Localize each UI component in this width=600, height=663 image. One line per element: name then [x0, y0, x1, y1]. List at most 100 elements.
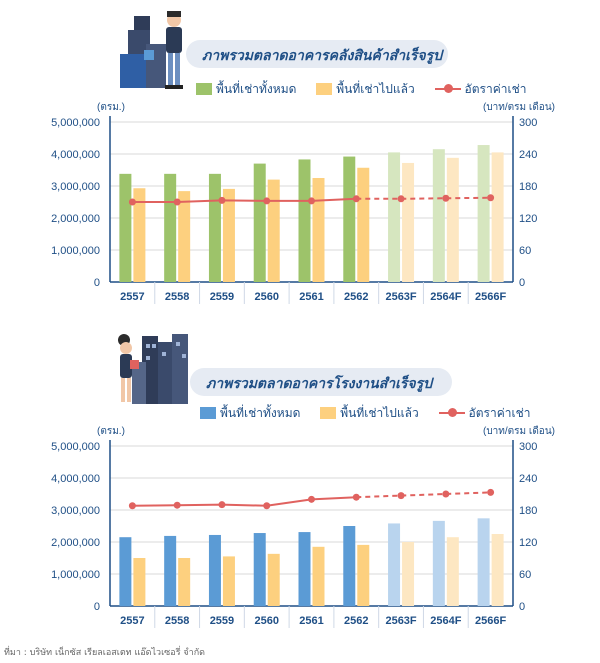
y2-tick-label: 240: [519, 149, 537, 161]
chart2-legend-rate-label: อัตราค่าเช่า: [468, 406, 531, 420]
bar-total-area: [208, 173, 221, 282]
rate-point: [218, 196, 226, 204]
rate-line-actual: [132, 197, 357, 203]
bar-total-area: [477, 145, 490, 282]
bar-leased-area: [402, 542, 415, 606]
bar-leased-area: [222, 556, 235, 606]
chart1-legend-rate: อัตราค่าเช่า: [434, 82, 526, 96]
chart1-legend-leased-label: พื้นที่เช่าไปแล้ว: [336, 82, 415, 96]
bar-total-area: [253, 533, 266, 606]
x-tick-label: 2557: [120, 291, 144, 303]
y2-tick-label: 120: [519, 537, 537, 549]
bar-leased-area: [178, 558, 191, 606]
chart1-legend: พื้นที่เช่าทั้งหมด พื้นที่เช่าไปแล้ว อัต…: [196, 80, 542, 99]
x-tick-label: 2557: [120, 615, 144, 627]
y2-tick-label: 0: [519, 277, 525, 289]
y-tick-label: 1,000,000: [51, 245, 100, 257]
rate-point: [397, 492, 405, 500]
chart1-title-banner: ภาพรวมตลาดอาคารคลังสินค้าสำเร็จรูป: [186, 40, 448, 68]
warehouse-worker-illustration: [120, 11, 183, 89]
bar-leased-area: [178, 191, 191, 282]
rate-point: [128, 198, 136, 206]
factory-market-chart: 0 1,000,000 2,000,000 3,000,000 4,000,000 5,0…: [51, 425, 555, 628]
bar-total-area: [298, 159, 311, 282]
bar-leased-area: [312, 178, 325, 282]
rate-point: [352, 493, 360, 501]
x-tick-label: 2558: [165, 615, 189, 627]
bar-leased-area: [402, 162, 415, 282]
y2-tick-label: 180: [519, 181, 537, 193]
x-tick-label: 2564F: [430, 291, 461, 303]
bar-total-area: [253, 163, 266, 282]
bar-leased-area: [222, 188, 235, 282]
bar-leased-area: [491, 152, 504, 282]
chart1-legend-total-label: พื้นที่เช่าทั้งหมด: [216, 82, 297, 96]
bar-leased-area: [267, 179, 280, 282]
bar-leased-area: [446, 157, 459, 282]
bar-total-area: [432, 149, 445, 282]
y-axis-unit-label: (ตรม.): [97, 426, 125, 437]
source-note: ที่มา : บริษัท เน็กซัส เรียลเอสเตท แอ๊ดไ…: [4, 648, 206, 658]
y2-tick-label: 180: [519, 505, 537, 517]
x-tick-label: 2566F: [475, 615, 506, 627]
bar-total-area: [208, 534, 221, 606]
y-tick-label: 4,000,000: [51, 149, 100, 161]
chart1-legend-leased: พื้นที่เช่าไปแล้ว: [316, 82, 415, 96]
rate-point: [487, 488, 495, 496]
bar-total-area: [119, 537, 132, 606]
chart2-title-banner: ภาพรวมตลาดอาคารโรงงานสำเร็จรูป: [190, 368, 452, 396]
x-tick-label: 2564F: [430, 615, 461, 627]
y-tick-label: 5,000,000: [51, 441, 100, 453]
x-tick-label: 2561: [299, 615, 323, 627]
y2-tick-label: 60: [519, 245, 531, 257]
y2-tick-label: 60: [519, 569, 531, 581]
x-tick-label: 2559: [210, 291, 234, 303]
rate-line-forecast: [356, 196, 491, 200]
x-tick-label: 2562: [344, 615, 368, 627]
rate-point: [442, 194, 450, 202]
x-tick-label: 2559: [210, 615, 234, 627]
x-tick-label: 2563F: [385, 615, 416, 627]
rate-point: [173, 501, 181, 509]
warehouse-market-chart: 0 1,000,000 2,000,000 3,000,000 4,000,000 5,0…: [51, 101, 555, 304]
y2-tick-label: 120: [519, 213, 537, 225]
bar-leased-area: [267, 553, 280, 606]
chart2-legend-total-label: พื้นที่เช่าทั้งหมด: [220, 406, 301, 420]
y2-tick-label: 300: [519, 117, 537, 129]
y-tick-label: 0: [94, 601, 100, 613]
rate-line-forecast: [356, 491, 491, 499]
x-tick-label: 2560: [254, 615, 278, 627]
y2-tick-label: 240: [519, 473, 537, 485]
rate-point: [397, 195, 405, 203]
y-tick-label: 3,000,000: [51, 505, 100, 517]
y2-tick-label: 300: [519, 441, 537, 453]
y-tick-label: 1,000,000: [51, 569, 100, 581]
y-tick-label: 2,000,000: [51, 537, 100, 549]
bar-leased-area: [446, 537, 459, 606]
rate-point: [487, 194, 495, 202]
bar-leased-area: [133, 558, 146, 606]
chart2-legend-total: พื้นที่เช่าทั้งหมด: [200, 406, 300, 420]
rate-point: [128, 502, 136, 510]
chart2-title: ภาพรวมตลาดอาคารโรงงานสำเร็จรูป: [206, 376, 433, 392]
factory-worker-illustration: [118, 334, 188, 404]
bar-total-area: [164, 173, 177, 282]
bar-total-area: [477, 518, 490, 606]
y2-axis-unit-label: (บาท/ตรม เดือน): [483, 425, 555, 437]
rate-point: [442, 490, 450, 498]
bar-total-area: [298, 532, 311, 606]
bar-leased-area: [357, 544, 370, 606]
x-tick-label: 2558: [165, 291, 189, 303]
rate-line-actual: [132, 496, 357, 507]
chart1-title: ภาพรวมตลาดอาคารคลังสินค้าสำเร็จรูป: [202, 48, 443, 64]
x-tick-label: 2562: [344, 291, 368, 303]
chart2-legend: พื้นที่เช่าทั้งหมด พื้นที่เช่าไปแล้ว อัต…: [200, 404, 546, 423]
x-tick-label: 2561: [299, 291, 323, 303]
y2-axis-unit-label: (บาท/ตรม เดือน): [483, 101, 555, 113]
bar-leased-area: [357, 167, 370, 282]
y-axis-unit-label: (ตรม.): [97, 102, 125, 113]
bar-total-area: [343, 156, 356, 282]
bar-total-area: [119, 173, 132, 282]
bar-total-area: [432, 520, 445, 606]
bar-leased-area: [312, 546, 325, 606]
